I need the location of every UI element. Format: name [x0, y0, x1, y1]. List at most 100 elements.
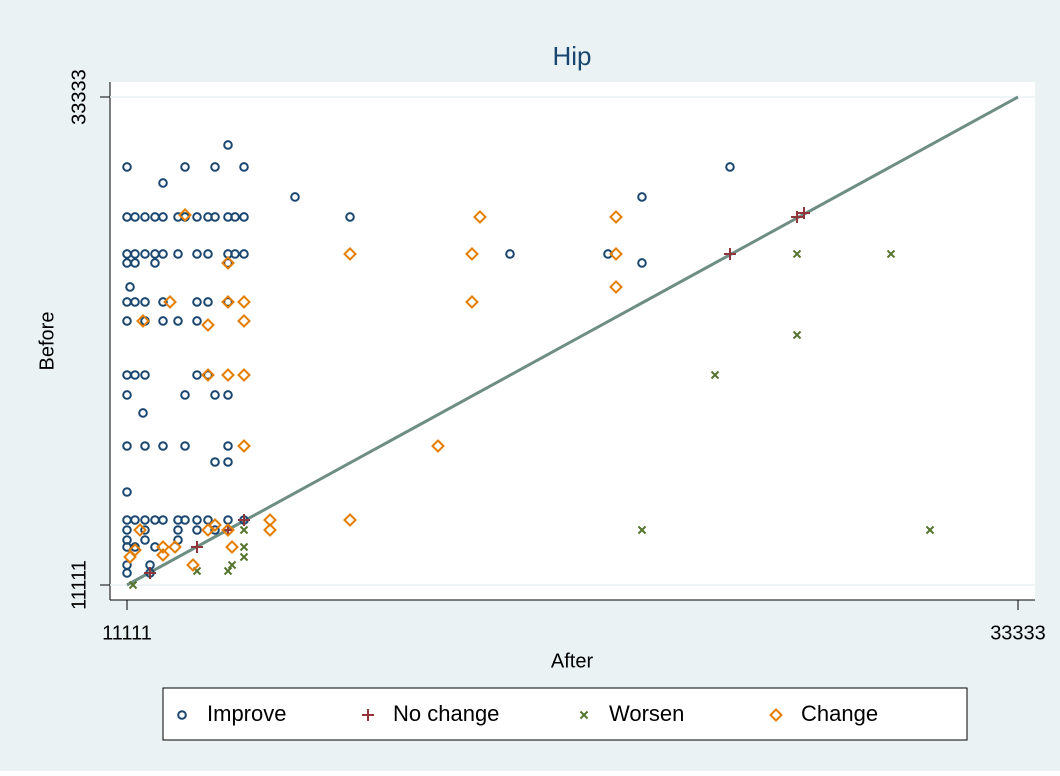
point — [178, 208, 192, 222]
point — [473, 210, 487, 224]
point — [140, 525, 150, 535]
point — [150, 258, 160, 268]
point — [239, 552, 249, 562]
point — [505, 249, 515, 259]
x-axis-label: After — [551, 650, 594, 672]
point — [122, 441, 132, 451]
point — [192, 515, 202, 525]
point — [130, 249, 140, 259]
point — [221, 523, 235, 537]
point — [723, 247, 736, 260]
point — [792, 249, 802, 259]
point — [230, 249, 240, 259]
point — [122, 162, 132, 172]
point — [221, 256, 235, 270]
point — [223, 258, 233, 268]
point — [886, 249, 896, 259]
point — [637, 525, 647, 535]
point — [791, 210, 804, 223]
point — [122, 568, 132, 578]
point — [158, 212, 168, 222]
x-tick-label: 11111 — [102, 622, 152, 644]
point — [210, 390, 220, 400]
point — [192, 297, 202, 307]
point — [725, 162, 735, 172]
point — [130, 297, 140, 307]
point — [173, 249, 183, 259]
point — [637, 258, 647, 268]
point — [122, 390, 132, 400]
point — [128, 543, 142, 557]
point — [223, 566, 233, 576]
point — [158, 178, 168, 188]
point — [130, 212, 140, 222]
legend-label: No change — [393, 701, 499, 726]
point — [225, 540, 239, 554]
point — [144, 567, 157, 580]
point — [465, 247, 479, 261]
point — [191, 540, 204, 553]
point — [227, 560, 237, 570]
point — [239, 162, 249, 172]
y-tick-label: 33333 — [68, 69, 90, 125]
point — [230, 212, 240, 222]
point — [237, 314, 251, 328]
legend — [162, 687, 968, 741]
point — [122, 487, 132, 497]
point — [222, 523, 234, 536]
reference-line — [126, 95, 1019, 587]
point — [128, 580, 138, 590]
legend-label: Change — [801, 701, 878, 726]
point — [431, 439, 445, 453]
point — [156, 540, 170, 554]
point — [237, 439, 251, 453]
point — [138, 408, 148, 418]
point — [192, 525, 202, 535]
point — [465, 295, 479, 309]
point — [163, 295, 177, 309]
point — [609, 280, 623, 294]
point — [140, 370, 150, 380]
point — [186, 558, 200, 572]
point — [125, 282, 135, 292]
point — [158, 297, 168, 307]
point — [345, 212, 355, 222]
point — [158, 249, 168, 259]
point — [203, 297, 213, 307]
point — [140, 441, 150, 451]
point — [140, 297, 150, 307]
point — [158, 316, 168, 326]
point — [237, 513, 250, 526]
legend-marker — [579, 710, 589, 720]
point — [290, 192, 300, 202]
point — [180, 441, 190, 451]
legend-marker — [362, 709, 374, 721]
point — [239, 249, 249, 259]
legend-marker — [177, 710, 187, 720]
point — [223, 441, 233, 451]
point — [637, 192, 647, 202]
point — [263, 523, 277, 537]
point — [203, 370, 213, 380]
point — [201, 368, 215, 382]
point — [158, 441, 168, 451]
point — [223, 140, 233, 150]
point — [140, 535, 150, 545]
point — [173, 525, 183, 535]
x-tick-label: 33333 — [990, 622, 1046, 644]
point — [223, 390, 233, 400]
point — [239, 525, 249, 535]
point — [192, 316, 202, 326]
point — [156, 548, 170, 562]
point — [122, 316, 132, 326]
point — [136, 314, 150, 328]
point — [237, 368, 251, 382]
y-tick-label: 11111 — [68, 560, 90, 610]
legend-label: Worsen — [609, 701, 684, 726]
point — [140, 515, 150, 525]
point — [221, 368, 235, 382]
point — [192, 249, 202, 259]
point — [140, 212, 150, 222]
y-axis-label: Before — [36, 312, 58, 371]
